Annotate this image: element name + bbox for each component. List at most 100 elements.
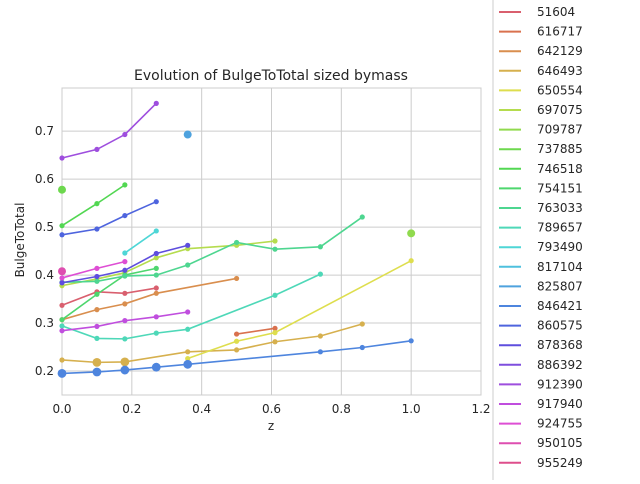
series-737885 bbox=[58, 185, 66, 194]
legend-label: 846421 bbox=[537, 299, 583, 313]
data-point bbox=[317, 244, 323, 250]
series-950105 bbox=[58, 267, 66, 276]
x-tick-label: 1.0 bbox=[402, 402, 421, 416]
data-point bbox=[183, 359, 193, 369]
legend-label: 616717 bbox=[537, 25, 583, 39]
data-point bbox=[233, 338, 240, 344]
data-point bbox=[153, 330, 159, 336]
data-point bbox=[272, 330, 278, 336]
plot-area: 0.0 0.2 0.4 0.6 0.8 1.0 1.2 0.2 0.3 0.4 0.5 0.6 0.7 bbox=[35, 87, 491, 416]
data-point bbox=[59, 232, 65, 238]
data-point bbox=[153, 272, 159, 278]
series-line bbox=[61, 267, 157, 321]
legend-label: 825807 bbox=[537, 279, 583, 293]
series-789657 bbox=[59, 271, 323, 342]
legend-label: 950105 bbox=[537, 436, 583, 450]
legend-label: 817104 bbox=[537, 260, 583, 274]
y-tick-label: 0.6 bbox=[35, 172, 54, 186]
chart-title: Evolution of BulgeToTotal sized bymass bbox=[134, 68, 408, 84]
x-tick-label: 0.0 bbox=[52, 402, 71, 416]
data-point bbox=[59, 302, 65, 308]
data-point bbox=[408, 338, 414, 344]
data-point bbox=[122, 290, 128, 296]
legend-label: 737885 bbox=[537, 142, 583, 156]
data-point bbox=[153, 228, 159, 234]
data-point bbox=[153, 265, 159, 271]
data-point bbox=[122, 259, 128, 265]
series-709787 bbox=[407, 229, 416, 238]
data-point bbox=[122, 267, 128, 273]
data-point bbox=[120, 357, 130, 367]
legend-label: 697075 bbox=[537, 103, 583, 117]
data-point bbox=[122, 318, 128, 324]
series-917940 bbox=[59, 309, 191, 334]
legend-label: 642129 bbox=[537, 44, 583, 58]
data-point bbox=[153, 314, 159, 320]
series-line bbox=[61, 340, 412, 375]
series-616717 bbox=[233, 325, 278, 337]
data-point bbox=[94, 335, 100, 341]
data-point bbox=[94, 226, 100, 232]
series-line bbox=[236, 327, 276, 335]
data-point bbox=[92, 367, 102, 377]
data-point bbox=[185, 349, 191, 355]
series-line bbox=[124, 230, 157, 254]
legend-label: 789657 bbox=[537, 221, 583, 235]
data-point bbox=[185, 242, 191, 248]
legend-label: 955249 bbox=[537, 456, 583, 470]
y-tick-label: 0.7 bbox=[35, 124, 54, 138]
data-point bbox=[185, 326, 191, 332]
data-point bbox=[317, 349, 323, 355]
data-point bbox=[233, 275, 240, 282]
y-tick-label: 0.5 bbox=[35, 220, 54, 234]
plot-frame bbox=[61, 87, 482, 396]
legend-label: 709787 bbox=[537, 123, 583, 137]
data-point bbox=[183, 130, 192, 139]
series-746518 bbox=[59, 182, 128, 229]
data-point bbox=[94, 291, 100, 297]
data-point bbox=[59, 317, 65, 323]
data-point bbox=[122, 250, 128, 256]
series-878368 bbox=[59, 242, 191, 286]
data-point bbox=[153, 199, 159, 205]
data-point bbox=[153, 255, 159, 261]
data-point bbox=[58, 267, 66, 276]
data-point bbox=[153, 100, 159, 106]
legend-label: 793490 bbox=[537, 240, 583, 254]
x-tick-label: 0.8 bbox=[332, 402, 351, 416]
legend-label: 754151 bbox=[537, 181, 583, 195]
series-846421 bbox=[57, 338, 414, 378]
data-point bbox=[94, 278, 100, 284]
legend-label: 51604 bbox=[537, 5, 575, 19]
legend-label: 878368 bbox=[537, 338, 583, 352]
legend-label: 924755 bbox=[537, 417, 583, 431]
series-line bbox=[61, 102, 157, 159]
data-point bbox=[122, 336, 128, 342]
series-793490 bbox=[122, 228, 159, 256]
data-point bbox=[233, 347, 240, 353]
series-924755 bbox=[59, 259, 128, 281]
data-point bbox=[94, 307, 100, 313]
series-line bbox=[61, 200, 157, 236]
data-point bbox=[122, 273, 128, 279]
x-tick-label: 0.2 bbox=[122, 402, 141, 416]
data-point bbox=[317, 271, 323, 277]
data-point bbox=[120, 365, 130, 375]
data-point bbox=[59, 275, 65, 281]
data-point bbox=[272, 238, 278, 244]
data-point bbox=[94, 201, 100, 207]
data-point bbox=[94, 273, 100, 280]
data-point bbox=[59, 328, 65, 334]
data-point bbox=[185, 309, 191, 315]
y-tick-label: 0.2 bbox=[35, 364, 54, 378]
data-point bbox=[94, 265, 100, 271]
data-point bbox=[122, 182, 128, 188]
legend-label: 886392 bbox=[537, 358, 583, 372]
series-763033 bbox=[59, 214, 365, 285]
series-line bbox=[61, 323, 363, 364]
legend-label: 912390 bbox=[537, 377, 583, 391]
data-point bbox=[94, 323, 100, 330]
data-point bbox=[153, 290, 159, 296]
series-860575 bbox=[59, 199, 159, 238]
